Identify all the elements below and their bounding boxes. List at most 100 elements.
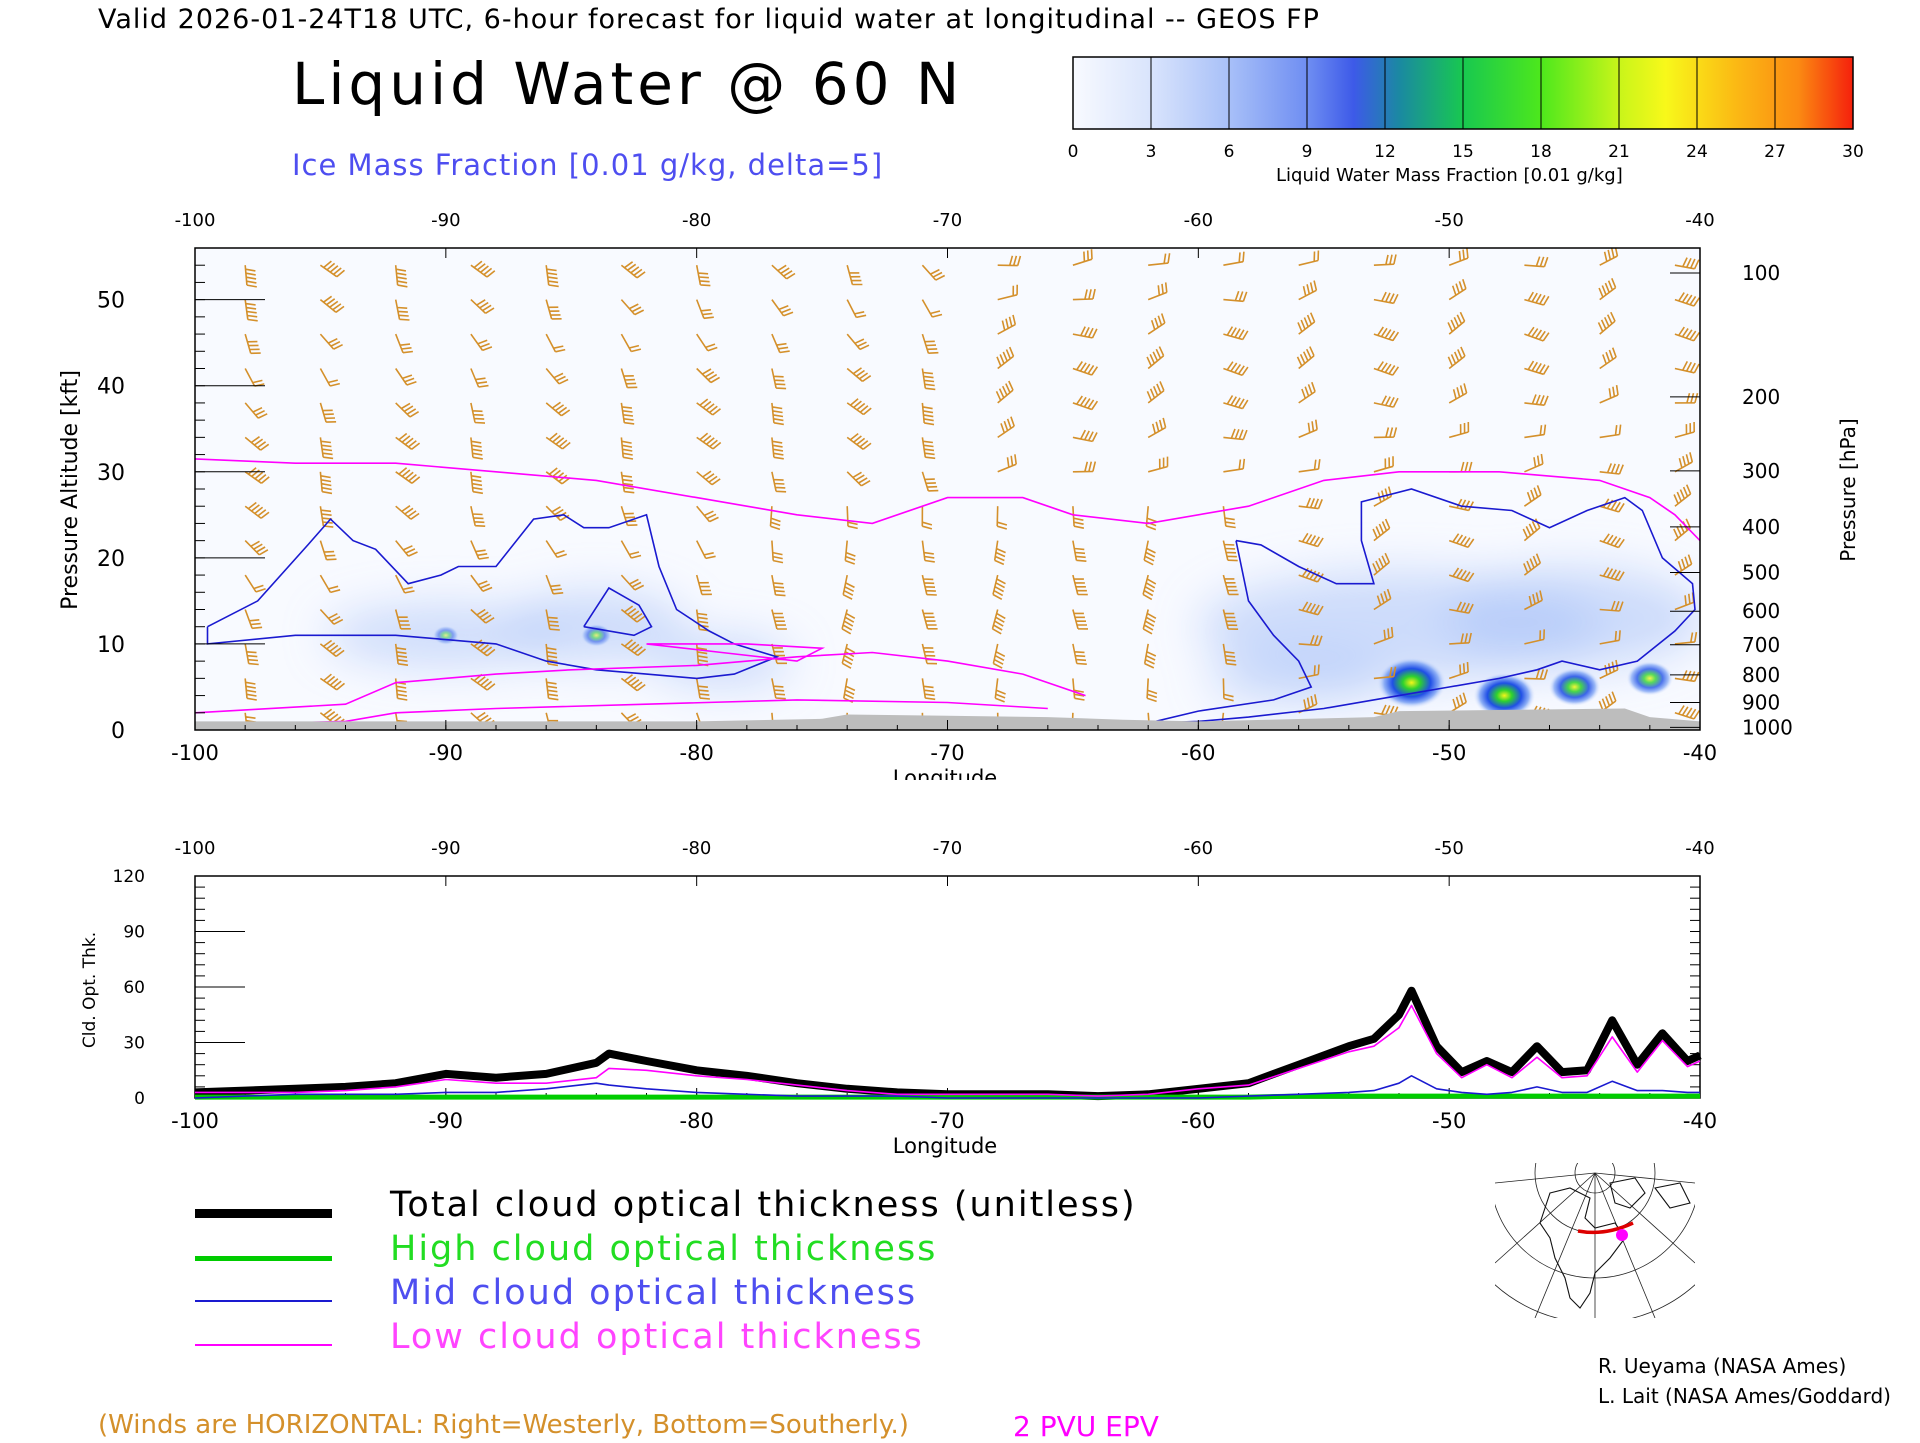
wind-barb xyxy=(846,264,863,286)
wind-barb xyxy=(394,574,415,594)
wind-barb xyxy=(1143,643,1157,669)
wind-barb xyxy=(1373,395,1399,408)
x-tick-label-top: -60 xyxy=(1184,210,1213,231)
wind-barb xyxy=(1524,291,1550,306)
wind-barb xyxy=(996,346,1015,370)
wind-barb xyxy=(1072,249,1093,266)
wind-barb xyxy=(1223,290,1248,303)
wind-barb xyxy=(1523,553,1542,576)
wind-barb xyxy=(319,402,337,423)
wind-barb xyxy=(1448,661,1469,680)
wind-barb xyxy=(696,470,721,486)
wind-barb xyxy=(545,467,571,485)
wind-barb xyxy=(771,299,794,317)
x-tick-label-top: -100 xyxy=(175,210,216,231)
wind-barb xyxy=(1674,421,1695,439)
wind-barb xyxy=(319,608,344,625)
wind-barb xyxy=(1298,664,1320,680)
wind-barb xyxy=(394,643,409,666)
wind-barb xyxy=(1524,326,1550,342)
wind-barb xyxy=(244,299,258,322)
wind-barb xyxy=(1222,609,1239,630)
legend-total-swatch xyxy=(195,1209,332,1218)
wind-barb xyxy=(1599,533,1625,549)
wind-barb xyxy=(244,402,268,419)
series-mid-line xyxy=(194,1075,1700,1099)
wind-barb xyxy=(1373,486,1393,507)
wind-barb xyxy=(545,265,559,288)
colorbar-tick-label: 6 xyxy=(1224,142,1235,162)
wind-barb xyxy=(319,639,345,658)
wind-barb xyxy=(1373,588,1392,611)
wind-barb xyxy=(1449,498,1475,512)
wind-barb xyxy=(620,402,635,425)
wind-barb xyxy=(1599,463,1624,475)
wind-barb xyxy=(1372,552,1391,576)
wind-barb xyxy=(1298,635,1323,647)
wind-barb xyxy=(997,255,1022,267)
x-tick-label: -40 xyxy=(1683,1109,1717,1133)
wind-barb xyxy=(620,471,635,494)
legend-low-label: Low cloud optical thickness xyxy=(390,1317,924,1357)
wind-barb xyxy=(1447,346,1466,370)
wind-barb xyxy=(1674,670,1700,683)
wind-barb xyxy=(921,333,939,354)
wind-barb xyxy=(470,608,495,624)
credit-line-2: L. Lait (NASA Ames/Goddard) xyxy=(1598,1384,1891,1408)
wind-barb xyxy=(545,609,560,631)
wind-barb xyxy=(1674,554,1693,576)
plot-content xyxy=(195,248,1700,730)
ice-contour xyxy=(206,513,780,680)
wind-barb xyxy=(1599,248,1619,266)
wind-barb xyxy=(992,574,1006,601)
wind-barb xyxy=(921,471,939,492)
wind-barb xyxy=(1298,567,1324,583)
wind-barb xyxy=(1147,313,1166,335)
x-tick-label-top: -80 xyxy=(682,210,711,231)
wind-barb xyxy=(1297,312,1316,335)
epv-label: 2 PVU EPV xyxy=(1013,1410,1159,1443)
pressure-tick-label: 400 xyxy=(1742,515,1780,539)
wind-barb xyxy=(244,678,257,701)
x-axis-label: Longitude xyxy=(893,766,997,780)
credit-line-1: R. Ueyama (NASA Ames) xyxy=(1598,1354,1847,1378)
wind-barb xyxy=(921,506,933,530)
wind-barb xyxy=(244,609,263,630)
series-low-line xyxy=(195,1004,1701,1097)
haze-region xyxy=(1444,568,1700,669)
x-tick-label-top: -50 xyxy=(1434,210,1463,231)
wind-barb xyxy=(1142,609,1157,635)
wind-barb xyxy=(244,436,270,451)
wind-barb xyxy=(620,299,645,316)
wind-barb xyxy=(244,540,269,556)
wind-barb xyxy=(1223,395,1249,410)
wind-barb xyxy=(695,609,710,632)
wind-barb xyxy=(695,678,710,700)
x-tick-label: -100 xyxy=(171,741,219,765)
wind-barb xyxy=(771,264,796,280)
wind-barb xyxy=(620,437,634,460)
wind-barb xyxy=(470,437,483,460)
wind-barb xyxy=(1674,452,1694,473)
wind-barb xyxy=(771,678,786,700)
wind-barb xyxy=(921,609,938,630)
wind-barb xyxy=(1373,666,1397,680)
wind-barb xyxy=(470,506,486,527)
wind-barb xyxy=(620,605,646,623)
wind-barb xyxy=(1222,540,1238,562)
wind-barb xyxy=(394,265,408,288)
pressure-axis-label: Pressure [hPa] xyxy=(1836,418,1860,561)
x-tick-label: -90 xyxy=(429,741,463,765)
wind-barb xyxy=(1148,253,1171,266)
wind-barb xyxy=(1448,421,1470,439)
wind-barb xyxy=(1222,643,1237,666)
wind-barb xyxy=(1145,506,1157,531)
wind-barb xyxy=(1447,311,1466,335)
x-tick-label-top: -90 xyxy=(431,838,460,859)
wind-barb xyxy=(921,264,946,281)
wind-barb xyxy=(1599,498,1625,513)
ice-contour xyxy=(583,586,653,637)
wind-barb xyxy=(1072,574,1088,596)
wind-barb xyxy=(1298,601,1324,616)
pressure-tick-label: 300 xyxy=(1742,459,1780,483)
